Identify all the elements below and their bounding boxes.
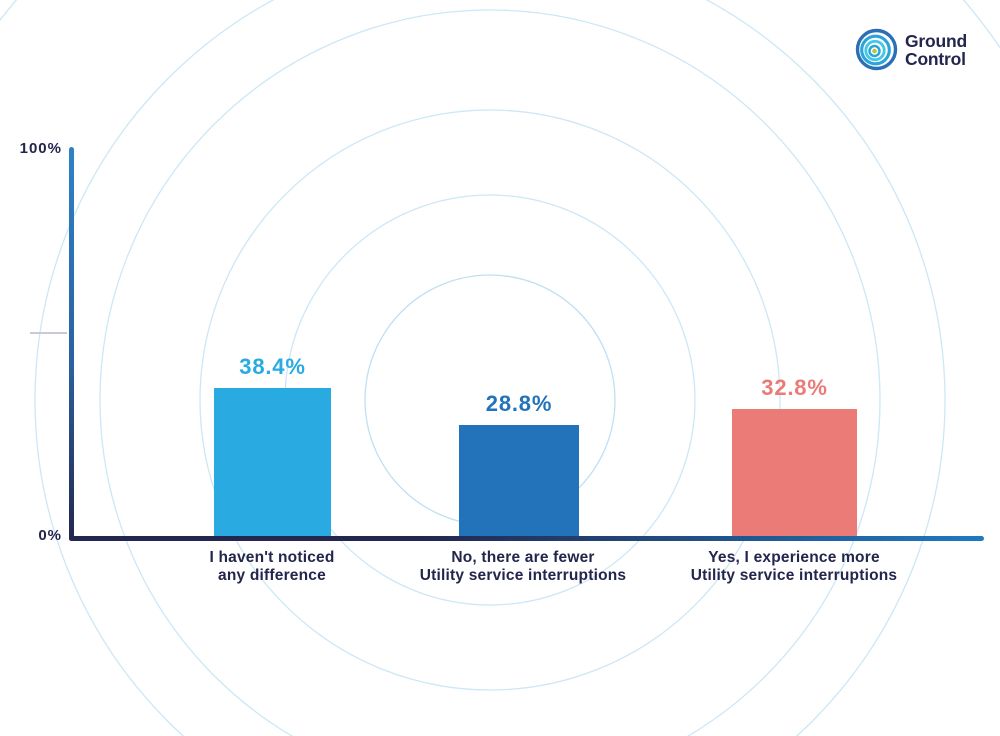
category-label-line: any difference	[218, 567, 326, 584]
category-label-line: Utility service interruptions	[419, 567, 627, 584]
y-axis-line	[69, 147, 74, 541]
groundcontrol-logo-text: Ground Control	[905, 32, 967, 68]
bar-group-fewer-interruptions: 28.8%	[459, 391, 579, 536]
bar-fewer-interruptions	[459, 425, 579, 536]
logo-line-ground: Ground	[905, 31, 967, 51]
category-label-line: Yes, I experience more	[708, 549, 880, 566]
logo-line-control: Control	[905, 49, 966, 69]
bar-value-label: 38.4%	[239, 354, 306, 379]
category-label-fewer-interruptions: No, there are fewer Utility service inte…	[403, 549, 643, 585]
category-label-line: Utility service interruptions	[690, 567, 898, 584]
bar-group-more-interruptions: 32.8%	[732, 375, 857, 536]
bar-value-label: 32.8%	[761, 375, 828, 400]
category-label-line: I haven't noticed	[209, 549, 335, 566]
bar-more-interruptions	[732, 409, 857, 536]
groundcontrol-rings-icon	[855, 28, 898, 71]
category-label-no-difference: I haven't noticed any difference	[152, 549, 392, 585]
category-label-line: No, there are fewer	[451, 549, 595, 566]
y-axis-label-100: 100%	[19, 140, 62, 157]
bar-value-label: 28.8%	[485, 391, 553, 416]
y-axis-midpoint-tick	[30, 332, 67, 334]
category-label-more-interruptions: Yes, I experience more Utility service i…	[670, 549, 918, 585]
x-axis-line	[69, 536, 984, 541]
y-axis-label-0: 0%	[38, 527, 62, 544]
groundcontrol-logo: Ground Control	[854, 28, 967, 72]
bar-group-no-difference: 38.4%	[214, 354, 331, 536]
bar-no-difference	[214, 388, 331, 536]
